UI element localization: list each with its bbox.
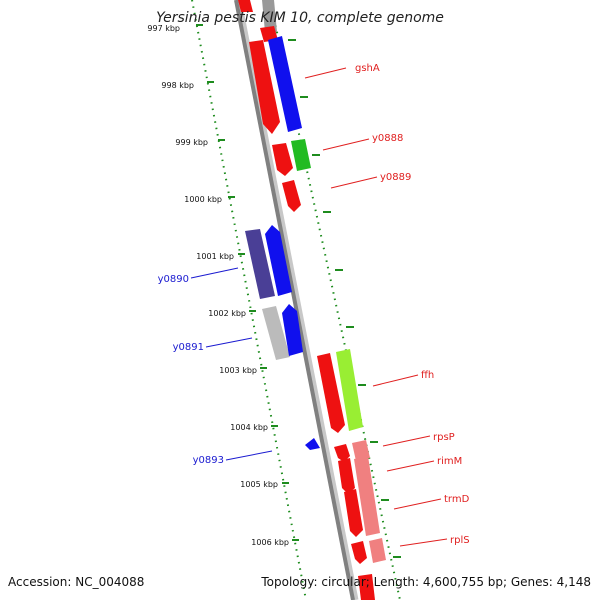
tick-label: 999 kbp	[175, 138, 208, 147]
genome-backbone	[234, 0, 355, 600]
gene-rplS-partner	[369, 538, 386, 563]
gene-label-gshA[interactable]: gshA	[355, 63, 380, 74]
label-leaders	[190, 67, 448, 547]
gene-labels: gshA y0888 y0889 y0890 y0891 ffh rpsP ri…	[158, 63, 470, 546]
gene-bottom-partial	[358, 574, 375, 600]
gene-rimM	[338, 458, 355, 494]
tick-label: 1004 kbp	[230, 423, 268, 432]
gene-y0891-partner	[262, 306, 290, 360]
gene-label-rplS[interactable]: rplS	[450, 535, 470, 546]
tick-label: 1002 kbp	[208, 309, 246, 318]
tick-labels: 997 kbp 998 kbp 999 kbp 1000 kbp 1001 kb…	[147, 24, 289, 547]
map-title: Yersinia pestis KIM 10, complete genome	[156, 10, 444, 26]
gene-ffh	[317, 353, 345, 433]
gene-label-y0893[interactable]: y0893	[193, 455, 224, 466]
gene-rpsP-partner	[352, 440, 370, 461]
gene-rpsP	[334, 444, 350, 462]
gene-label-y0888[interactable]: y0888	[372, 133, 403, 144]
gene-label-trmD[interactable]: trmD	[444, 494, 470, 505]
gene-y0888	[272, 143, 293, 176]
gene-label-y0889[interactable]: y0889	[380, 172, 411, 183]
accession-text: Accession: NC_004088	[8, 575, 144, 589]
gene-y0888-partner	[291, 139, 311, 171]
tick-label: 997 kbp	[147, 24, 180, 33]
forward-strand-genes	[238, 0, 386, 600]
gene-gshA-partner	[268, 36, 302, 132]
gene-y0891	[282, 304, 303, 356]
gene-trmD	[344, 489, 363, 537]
outer-tick-marks	[288, 39, 401, 558]
gene-top-partial-red	[238, 0, 253, 12]
tick-marks	[196, 24, 299, 541]
reverse-strand-genes	[245, 225, 320, 450]
gene-label-y0890[interactable]: y0890	[158, 274, 189, 285]
gene-top-partial-gray	[262, 0, 277, 32]
gene-gshA	[249, 40, 280, 134]
gene-label-rimM[interactable]: rimM	[437, 456, 462, 467]
gene-y0893	[305, 438, 320, 450]
tick-label: 1001 kbp	[196, 252, 234, 261]
gene-label-ffh[interactable]: ffh	[421, 370, 434, 381]
gene-ffh-partner	[336, 349, 363, 431]
gene-y0890-partner	[245, 229, 275, 299]
gene-label-rpsP[interactable]: rpsP	[433, 432, 455, 443]
gene-label-y0891[interactable]: y0891	[173, 342, 204, 353]
gene-rimM-partner	[354, 456, 380, 536]
tick-label: 998 kbp	[161, 81, 194, 90]
topology-text: Topology: circular; Length: 4,600,755 bp…	[260, 575, 591, 589]
gene-top-partial-red-2	[260, 26, 278, 42]
gene-y0890	[265, 225, 292, 296]
tick-label: 1003 kbp	[219, 366, 257, 375]
tick-label: 1006 kbp	[251, 538, 289, 547]
outer-strand-border	[269, 0, 401, 600]
gene-rplS	[351, 541, 367, 564]
tick-label: 1000 kbp	[184, 195, 222, 204]
tick-label: 1005 kbp	[240, 480, 278, 489]
gene-y0889	[282, 180, 301, 212]
